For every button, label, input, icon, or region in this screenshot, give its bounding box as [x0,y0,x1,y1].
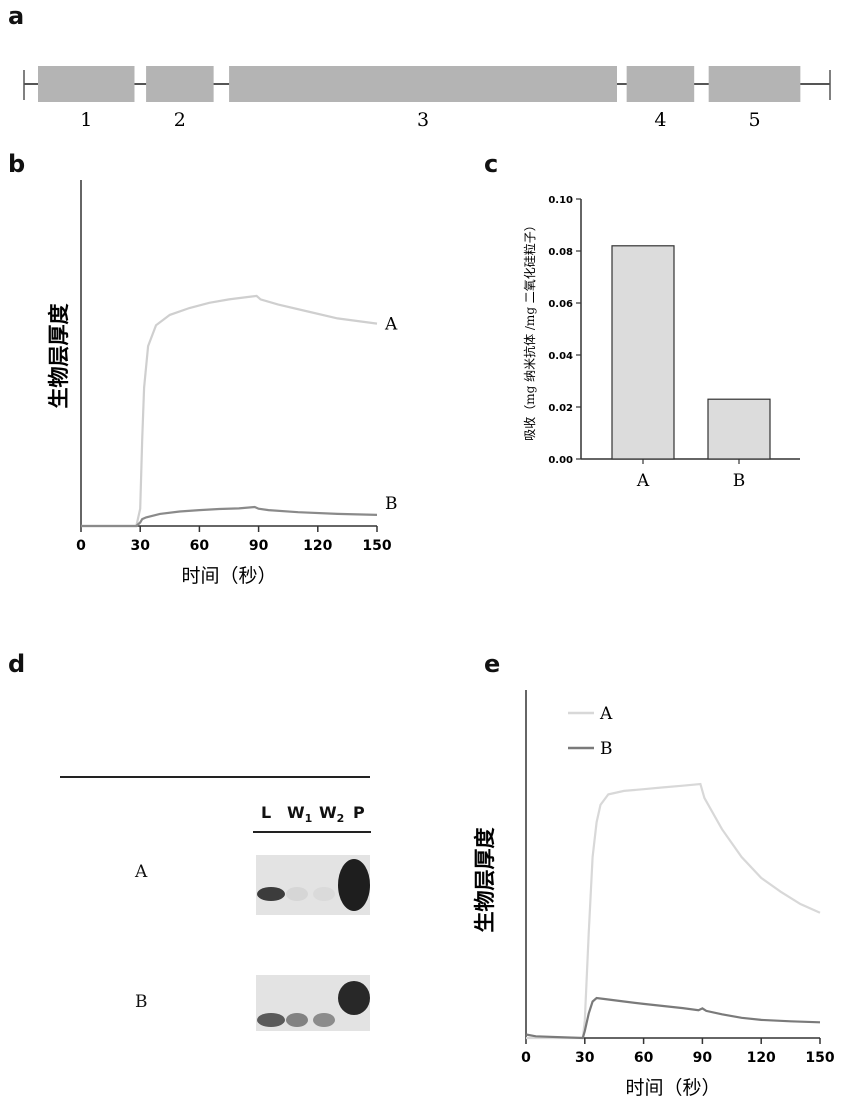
x-tick-label: 90 [693,1050,713,1066]
x-tick-label: 30 [575,1050,595,1066]
legend-label-b: B [600,739,613,759]
series-line-a [526,784,820,1038]
x-tick-label: 60 [634,1050,654,1066]
series-line-b [526,998,820,1038]
legend-label-a: A [599,704,613,724]
x-axis-label: 时间（秒） [625,1077,720,1099]
y-axis-label: 生物层厚度 [473,828,497,933]
x-tick-label: 150 [805,1050,834,1066]
chart-e-group: 0 30 60 90 120 150 时间（秒） 生物层厚度 AB [473,690,835,1099]
x-tick-label: 0 [521,1050,531,1066]
x-tick-label: 120 [747,1050,776,1066]
chart-e: 0 30 60 90 120 150 时间（秒） 生物层厚度 AB [0,0,842,1107]
